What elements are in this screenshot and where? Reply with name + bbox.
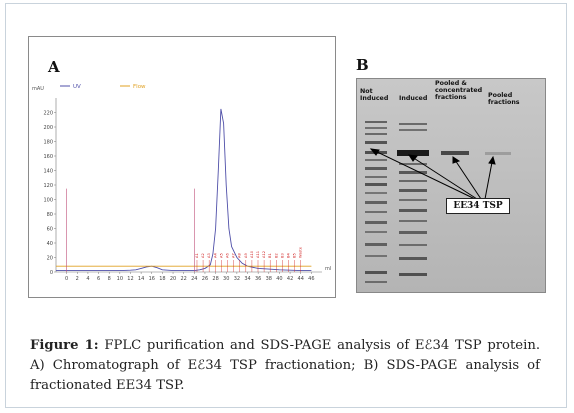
chromatogram-panel (28, 36, 336, 298)
x-tick-label: 14 (138, 276, 144, 282)
y-tick-label: 80 (47, 212, 53, 218)
x-tick-label: 6 (97, 276, 100, 282)
fraction-label: A8 (238, 253, 242, 258)
caption-label: Figure 1: (30, 338, 99, 353)
lane-label-pooled: Pooled fractions (488, 92, 520, 106)
fraction-label: A10 (250, 250, 254, 258)
y-tick-label: 60 (47, 226, 53, 232)
chromatogram-chart: UV Flow mAU020406080100120140160180200220… (32, 84, 331, 282)
x-tick-label: 16 (149, 276, 155, 282)
x-tick-label: 44 (298, 276, 304, 282)
x-tick-label: 38 (266, 276, 272, 282)
fraction-label: B1 (268, 253, 272, 258)
x-tick-label: 42 (287, 276, 293, 282)
y-tick-label: 40 (47, 241, 53, 247)
lane-label-not-induced: Not Induced (360, 88, 389, 102)
gel-image (357, 79, 545, 292)
x-tick-label: 32 (234, 276, 240, 282)
ee34-tsp-label: EE34 TSP (446, 198, 510, 214)
y-tick-label: 200 (43, 125, 53, 131)
x-tick-label: 4 (86, 276, 89, 282)
x-tick-label: 36 (255, 276, 261, 282)
x-tick-label: 2 (76, 276, 79, 282)
x-tick-label: 24 (191, 276, 197, 282)
fraction-label: A9 (244, 253, 248, 258)
lane-label-pooled-concentrated: Pooled & concentrated fractions (435, 80, 483, 101)
fraction-label: A5 (219, 253, 223, 258)
sds-page-gel (356, 78, 546, 293)
x-tick-label: 10 (117, 276, 123, 282)
x-tick-label: 40 (276, 276, 282, 282)
fraction-label: A1 (195, 253, 199, 258)
y-tick-label: 0 (50, 270, 53, 276)
fraction-label: A11 (256, 251, 260, 258)
fraction-label: B4 (287, 253, 291, 258)
x-tick-label: 46 (308, 276, 314, 282)
y-tick-label: 180 (43, 139, 53, 145)
x-tick-label: 20 (170, 276, 176, 282)
figure-caption: Figure 1: FPLC purification and SDS-PAGE… (30, 336, 540, 396)
y-tick-label: 140 (43, 168, 53, 174)
x-tick-label: 26 (202, 276, 208, 282)
caption-text: FPLC purification and SDS-PAGE analysis … (30, 338, 541, 393)
fraction-label: A6 (225, 253, 229, 258)
lane-label-induced: Induced (399, 95, 428, 102)
fraction-label: A4 (213, 253, 217, 258)
fraction-label: Waste (299, 246, 303, 258)
x-tick-label: 8 (108, 276, 111, 282)
fraction-label: A2 (201, 253, 205, 258)
fraction-label: A3 (207, 253, 211, 258)
x-tick-label: 28 (212, 276, 218, 282)
y-tick-label: 160 (43, 154, 53, 160)
x-tick-label: 12 (127, 276, 133, 282)
lane-pooled-concentrated (441, 151, 469, 155)
fraction-label: A12 (262, 251, 266, 258)
lane-not-induced (365, 121, 387, 283)
y-unit-label: mAU (32, 86, 44, 92)
y-tick-label: 100 (43, 197, 53, 203)
x-tick-label: 18 (159, 276, 165, 282)
x-tick-label: 0 (65, 276, 68, 282)
y-tick-label: 20 (47, 255, 53, 261)
legend-label-uv: UV (73, 84, 81, 90)
fraction-label: B2 (274, 253, 278, 258)
fraction-label: A7 (232, 253, 236, 258)
series-uv (56, 108, 312, 272)
lane-pooled (485, 152, 511, 155)
x-unit-label: ml (325, 266, 331, 272)
x-tick-label: 22 (180, 276, 186, 282)
y-tick-label: 120 (43, 183, 53, 189)
fraction-label: B3 (280, 253, 284, 258)
band-arrows (369, 148, 496, 200)
y-tick-label: 220 (43, 110, 53, 116)
panel-a-letter: A (48, 58, 60, 76)
legend-label-flow: Flow (133, 84, 146, 90)
x-tick-label: 30 (223, 276, 229, 282)
panel-b-letter: B (356, 56, 369, 74)
fraction-label: B5 (293, 253, 297, 258)
lane-induced (397, 123, 429, 276)
x-tick-label: 34 (244, 276, 250, 282)
